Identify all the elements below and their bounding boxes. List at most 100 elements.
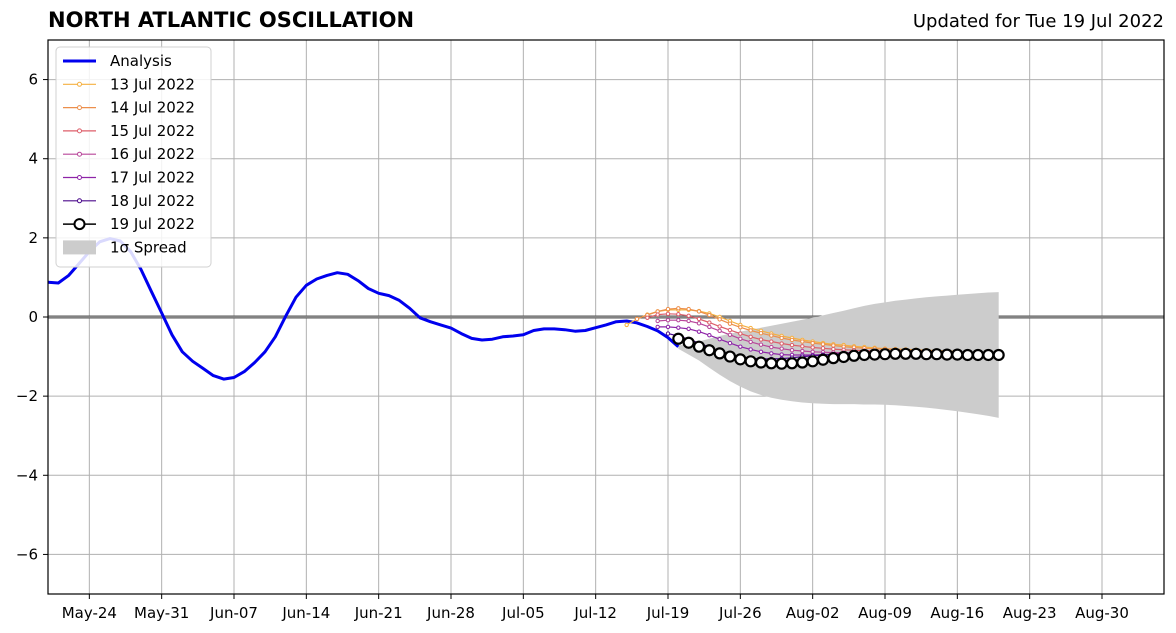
x-tick-label: Aug-09 xyxy=(858,604,912,622)
y-tick-label: 0 xyxy=(28,308,38,326)
forecast-point xyxy=(665,324,671,330)
forecast-point xyxy=(992,348,1005,362)
forecast-point xyxy=(655,318,660,324)
updated-date: Updated for Tue 19 Jul 2022 xyxy=(912,11,1164,32)
forecast-point xyxy=(961,348,974,362)
forecast-point xyxy=(703,344,716,357)
x-tick-label: Jul-19 xyxy=(646,604,690,622)
forecast-point xyxy=(796,356,809,369)
x-tick-label: Jul-12 xyxy=(573,604,617,622)
forecast-point xyxy=(758,337,764,342)
forecast-point xyxy=(692,340,706,353)
forecast-point xyxy=(800,339,805,344)
forecast-point xyxy=(827,352,840,365)
forecast-point xyxy=(769,339,774,344)
forecast-point xyxy=(707,312,712,318)
forecast-point xyxy=(676,325,681,330)
forecast-point xyxy=(800,344,805,349)
legend-box xyxy=(55,46,212,268)
y-tick-label: 6 xyxy=(28,71,38,89)
grid xyxy=(48,40,1164,594)
forecast-point xyxy=(665,306,671,312)
forecast-point xyxy=(707,324,712,330)
x-tick-label: Jun-28 xyxy=(426,604,475,622)
y-tick-label: −4 xyxy=(16,466,38,484)
forecast-point xyxy=(676,312,681,317)
forecast-point xyxy=(686,318,691,324)
forecast-point xyxy=(789,348,795,353)
forecast-point xyxy=(655,312,660,317)
forecast-point xyxy=(665,317,671,323)
x-tick-label: May-24 xyxy=(62,604,117,622)
x-tick-label: May-31 xyxy=(134,604,189,622)
forecast-point xyxy=(744,355,757,368)
forecast-point xyxy=(789,337,795,343)
forecast-point xyxy=(727,321,733,326)
forecast-point xyxy=(727,340,733,346)
forecast-point xyxy=(738,325,743,330)
forecast-point xyxy=(707,333,712,338)
forecast-point xyxy=(779,346,784,351)
forecast-point xyxy=(676,306,681,311)
forecast-point xyxy=(713,347,726,360)
forecast-point xyxy=(682,336,695,349)
forecast-point xyxy=(837,350,850,364)
forecast-point xyxy=(734,353,747,366)
forecast-point xyxy=(769,344,774,350)
chart-title: NORTH ATLANTIC OSCILLATION xyxy=(48,8,415,32)
forecast-point xyxy=(686,306,691,312)
forecast-point xyxy=(831,343,836,348)
forecast-point xyxy=(810,340,815,346)
plot-frame xyxy=(47,39,1165,595)
forecast-point xyxy=(696,329,702,334)
forecast-point xyxy=(717,336,722,342)
forecast-point xyxy=(775,357,788,370)
forecast-point xyxy=(696,309,702,314)
forecast-point xyxy=(748,347,753,352)
forecast-point xyxy=(831,346,836,352)
analysis-line xyxy=(47,237,680,381)
x-tick-label: Jun-21 xyxy=(354,604,403,622)
forecast-point xyxy=(810,345,815,350)
legend-swatch-marker xyxy=(77,151,82,157)
x-tick-label: Jun-14 xyxy=(281,604,330,622)
legend-swatch-spread xyxy=(63,240,96,255)
legend-label: 19 Jul 2022 xyxy=(110,215,195,233)
forecast-point xyxy=(686,313,691,319)
legend-label: 1σ Spread xyxy=(110,238,187,256)
legend-swatch-marker xyxy=(77,198,82,204)
forecast-point xyxy=(738,336,743,341)
forecast-point xyxy=(665,311,671,317)
forecast-point xyxy=(748,328,753,333)
forecast-point xyxy=(909,347,923,360)
forecast-point xyxy=(789,342,795,348)
forecast-point xyxy=(868,348,881,361)
forecast-point xyxy=(878,348,892,361)
forecast-point xyxy=(672,332,685,345)
forecast-point xyxy=(785,357,799,370)
forecast-point xyxy=(982,348,995,362)
forecast-point xyxy=(820,346,826,351)
forecast-point xyxy=(748,334,753,339)
forecast-point xyxy=(779,352,784,357)
forecast-point xyxy=(645,315,650,320)
forecast-point xyxy=(847,349,861,362)
y-tick-label: 4 xyxy=(28,150,38,168)
forecast-point xyxy=(930,348,943,361)
forecast-point xyxy=(769,351,774,356)
forecast-point xyxy=(696,316,702,322)
forecast-point xyxy=(800,348,805,354)
forecast-point xyxy=(717,324,722,329)
forecast-point xyxy=(676,317,681,323)
forecast-series xyxy=(672,332,1005,370)
legend-label: 16 Jul 2022 xyxy=(110,145,195,163)
x-tick-label: Aug-23 xyxy=(1003,604,1057,622)
forecast-point xyxy=(779,335,784,341)
forecast-point xyxy=(769,333,774,338)
forecast-point xyxy=(899,347,912,360)
forecast-point xyxy=(738,344,743,349)
forecast-point xyxy=(738,331,743,336)
forecast-point xyxy=(971,348,985,362)
legend: Analysis 13 Jul 2022 14 Jul 2022 15 Jul 202… xyxy=(55,46,212,268)
forecast-point xyxy=(820,342,826,347)
